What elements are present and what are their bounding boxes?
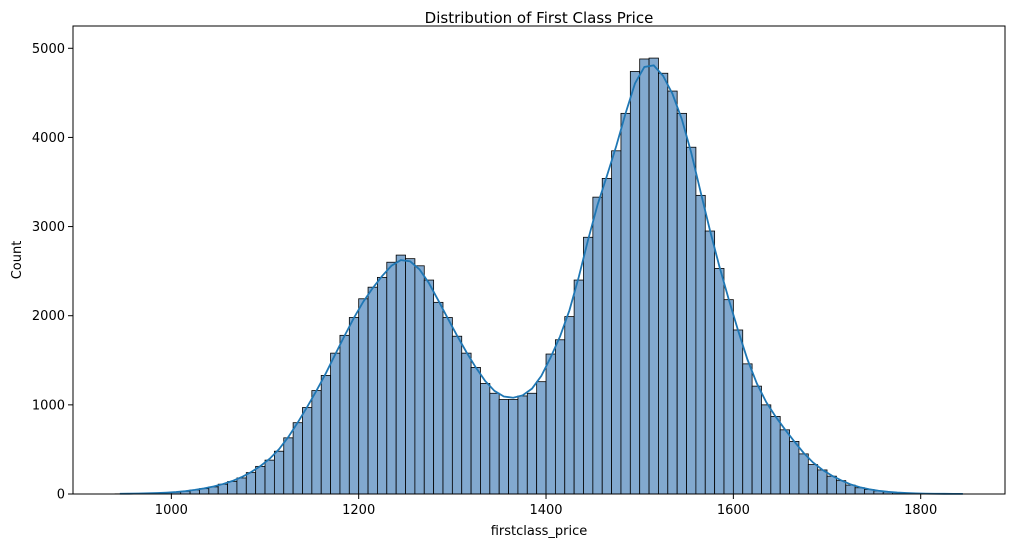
histogram-bar bbox=[573, 279, 584, 495]
histogram-bar bbox=[292, 422, 303, 495]
histogram-bar bbox=[732, 329, 744, 495]
x-axis-title: firstclass_price bbox=[491, 524, 588, 539]
histogram-bar bbox=[386, 261, 397, 495]
y-axis-ticks: 0 1000 2000 3000 4000 5000 bbox=[32, 42, 73, 503]
y-tick-label: 5000 bbox=[32, 42, 65, 57]
histogram-bar bbox=[405, 258, 416, 495]
histogram-bar bbox=[517, 395, 528, 495]
histogram-bar bbox=[330, 352, 341, 495]
y-tick-label: 3000 bbox=[32, 220, 65, 235]
histogram-bar bbox=[273, 450, 285, 495]
histogram-bar bbox=[817, 469, 828, 495]
histogram-bar bbox=[686, 146, 697, 495]
kde-curve bbox=[119, 64, 963, 495]
histogram-bar bbox=[339, 334, 350, 495]
histogram-bar bbox=[470, 367, 481, 495]
histogram-bar bbox=[442, 317, 453, 495]
histogram-bar bbox=[667, 90, 678, 495]
histogram-bar bbox=[245, 472, 257, 495]
histogram-bar bbox=[639, 58, 650, 495]
histogram-bar bbox=[536, 381, 547, 495]
x-tick-label: 1200 bbox=[342, 503, 375, 518]
histogram-bar bbox=[358, 298, 369, 495]
histogram-bar bbox=[461, 352, 472, 495]
histogram-bar bbox=[377, 276, 388, 495]
histogram-bar bbox=[592, 196, 603, 495]
x-tick-label: 1000 bbox=[155, 503, 188, 518]
histogram-bar bbox=[414, 265, 425, 495]
y-tick-label: 4000 bbox=[32, 131, 65, 146]
histogram-bar bbox=[798, 453, 809, 495]
y-axis-title: Count bbox=[10, 241, 25, 280]
histogram-bar bbox=[554, 339, 566, 495]
histogram-bar bbox=[367, 286, 378, 495]
plot-frame bbox=[72, 25, 1006, 495]
histogram-bar bbox=[789, 441, 800, 495]
x-tick-label: 1800 bbox=[904, 503, 937, 518]
histogram-bar bbox=[770, 416, 781, 495]
histogram-bar bbox=[629, 71, 641, 495]
histogram-bar bbox=[433, 301, 444, 495]
histogram-bar bbox=[498, 399, 509, 495]
histogram-bar bbox=[451, 335, 463, 495]
histogram-bar bbox=[695, 194, 706, 495]
y-tick-label: 1000 bbox=[32, 398, 65, 413]
histogram-bars bbox=[114, 57, 968, 495]
histogram-bar bbox=[302, 407, 313, 495]
histogram-bar bbox=[676, 112, 687, 495]
histogram-bar bbox=[283, 437, 294, 495]
histogram-bar bbox=[826, 475, 837, 495]
histogram-bar bbox=[227, 481, 238, 495]
histogram-bar bbox=[545, 353, 556, 495]
histogram-bar bbox=[311, 390, 322, 495]
histogram-bar bbox=[489, 392, 500, 495]
histogram-bar bbox=[807, 464, 819, 495]
histogram-bar bbox=[423, 279, 435, 495]
histogram-bar bbox=[480, 383, 491, 495]
y-tick-label: 0 bbox=[57, 488, 65, 503]
histogram-bar bbox=[564, 316, 575, 495]
chart-title: Distribution of First Class Price bbox=[425, 9, 654, 27]
histogram-bar bbox=[611, 150, 622, 495]
histogram-bar bbox=[601, 178, 612, 495]
histogram-bar bbox=[714, 268, 725, 495]
histogram-bar bbox=[395, 254, 406, 495]
histogram-bar bbox=[526, 392, 538, 495]
histogram-bar bbox=[658, 72, 669, 495]
histogram-bar bbox=[508, 399, 519, 495]
histogram-bar bbox=[704, 230, 716, 495]
histogram-bar bbox=[264, 459, 275, 495]
histogram-bar bbox=[620, 112, 631, 495]
histogram-bar bbox=[320, 375, 331, 495]
histogram-bar bbox=[255, 465, 266, 495]
histogram-bar bbox=[779, 429, 790, 495]
histogram-bar bbox=[648, 57, 659, 495]
x-tick-label: 1600 bbox=[717, 503, 750, 518]
y-tick-label: 2000 bbox=[32, 309, 65, 324]
histogram-bar bbox=[236, 477, 247, 495]
x-axis-ticks: 1000 1200 1400 1600 1800 bbox=[155, 494, 937, 518]
histogram-bar bbox=[348, 317, 360, 495]
histogram-bar bbox=[761, 404, 772, 495]
histogram-bar bbox=[583, 236, 594, 495]
histogram-bar bbox=[845, 484, 856, 495]
x-tick-label: 1400 bbox=[529, 503, 562, 518]
histogram-bar bbox=[751, 385, 762, 495]
histogram-bar bbox=[742, 363, 753, 495]
histogram-bar bbox=[723, 299, 734, 495]
